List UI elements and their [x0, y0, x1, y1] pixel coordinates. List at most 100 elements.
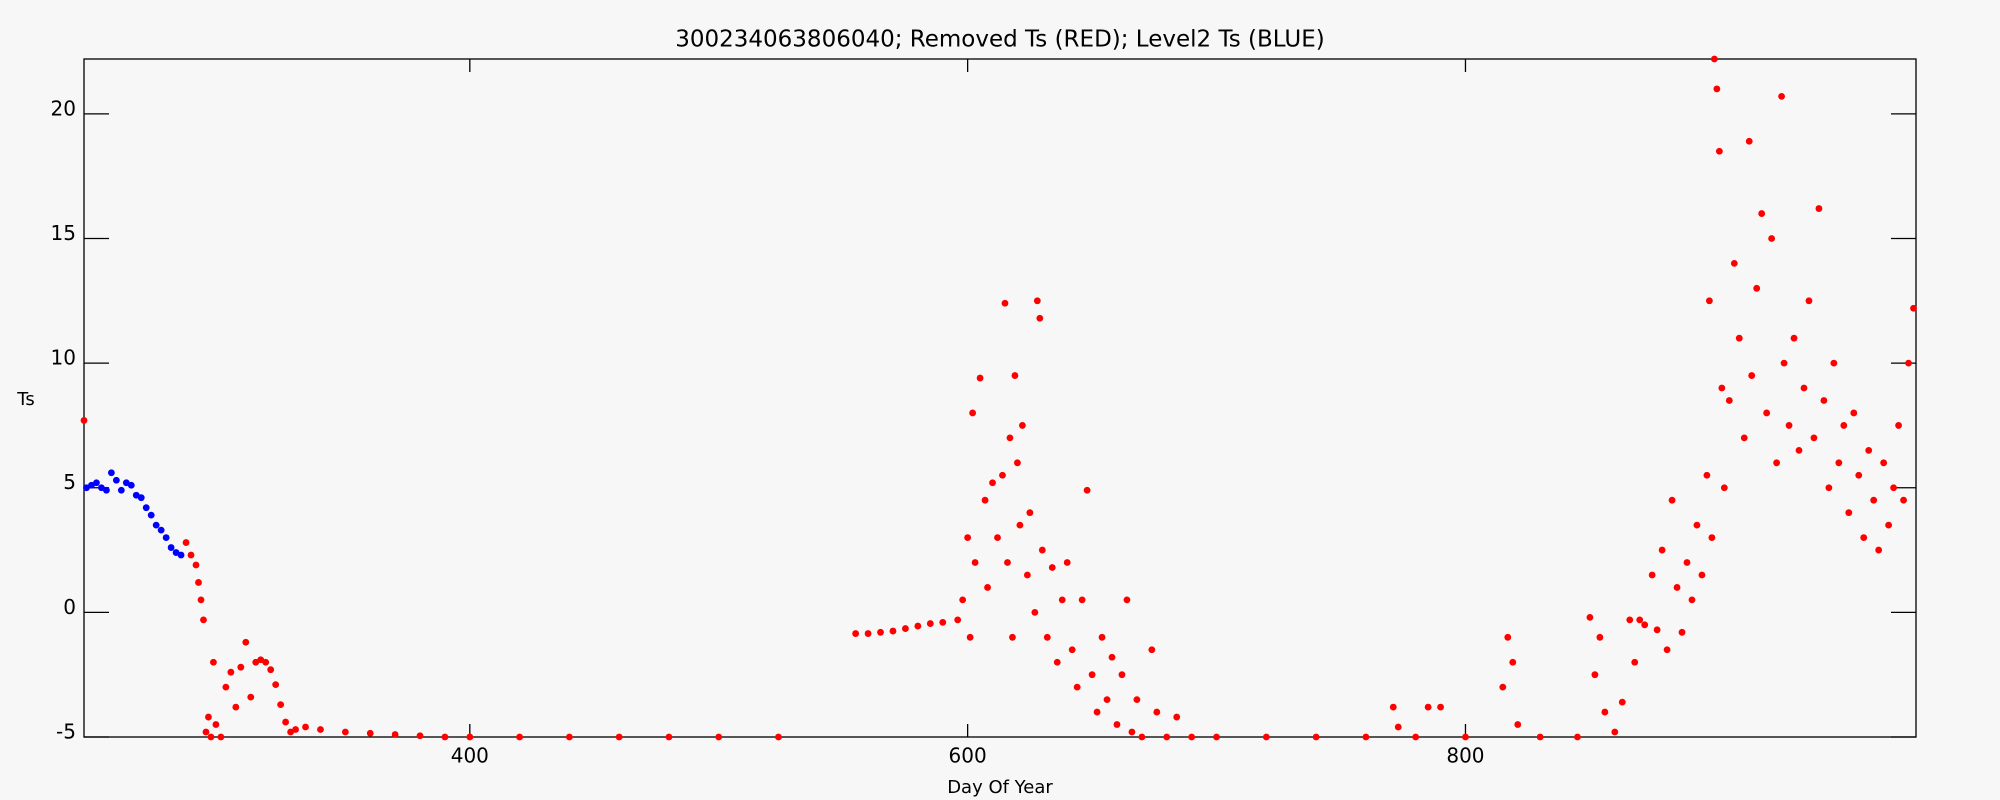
- data-point: [1153, 708, 1161, 716]
- data-point: [1088, 671, 1096, 679]
- data-point: [1019, 422, 1026, 429]
- data-point: [1880, 459, 1888, 467]
- data-point: [999, 471, 1006, 479]
- data-point: [959, 596, 967, 604]
- data-point: [117, 486, 125, 494]
- x-tick-label: 600: [949, 744, 987, 768]
- data-point: [1720, 484, 1728, 492]
- data-point: [939, 618, 947, 626]
- data-point: [1058, 596, 1066, 604]
- data-point: [565, 733, 573, 741]
- data-point: [1574, 733, 1581, 741]
- data-point: [152, 521, 160, 529]
- data-point: [1093, 708, 1101, 716]
- data-point: [1825, 484, 1833, 492]
- data-point: [1023, 571, 1031, 579]
- data-point: [1663, 646, 1671, 654]
- data-point: [137, 494, 145, 502]
- data-point: [93, 479, 100, 487]
- data-point: [1053, 658, 1061, 666]
- data-point: [391, 731, 399, 738]
- data-point: [1389, 703, 1397, 711]
- data-point: [227, 668, 235, 676]
- data-point: [1601, 708, 1609, 716]
- data-point: [1312, 733, 1320, 741]
- data-point: [1713, 85, 1721, 93]
- data-point: [302, 723, 309, 731]
- data-point: [1148, 646, 1156, 654]
- data-point: [1815, 205, 1823, 212]
- data-point: [1653, 626, 1661, 634]
- data-point: [1596, 633, 1604, 641]
- data-point: [277, 701, 285, 708]
- data-point: [1016, 521, 1024, 529]
- data-point: [926, 620, 934, 627]
- data-point: [192, 561, 200, 569]
- data-point: [1745, 137, 1753, 145]
- data-point: [1740, 434, 1748, 442]
- data-point: [1586, 613, 1594, 621]
- data-point: [976, 374, 984, 382]
- x-axis-label: Day Of Year: [947, 777, 1053, 798]
- data-point: [852, 630, 860, 637]
- data-point: [200, 616, 207, 624]
- data-point: [615, 733, 623, 741]
- data-point: [1006, 434, 1014, 442]
- data-point: [1063, 559, 1071, 566]
- data-point: [665, 733, 673, 741]
- x-tick-label: 400: [451, 744, 489, 768]
- data-point: [1688, 596, 1696, 604]
- data-point: [1900, 496, 1907, 504]
- data-point: [1499, 683, 1507, 691]
- data-point: [984, 584, 991, 591]
- data-point: [1394, 723, 1402, 731]
- data-point: [1504, 633, 1512, 641]
- data-point: [966, 633, 974, 641]
- data-point: [205, 713, 212, 721]
- data-point: [1026, 509, 1034, 517]
- data-point: [1036, 314, 1044, 322]
- data-point: [1698, 571, 1706, 579]
- data-point: [1138, 733, 1146, 741]
- data-point: [1708, 534, 1716, 541]
- data-point: [267, 666, 275, 674]
- data-point: [162, 534, 170, 541]
- data-point: [964, 534, 972, 541]
- data-point: [1073, 683, 1081, 691]
- data-point: [877, 628, 884, 636]
- data-point: [1636, 616, 1644, 624]
- data-point: [1641, 621, 1649, 629]
- y-tick-label: 20: [51, 96, 76, 120]
- data-point: [142, 504, 150, 512]
- data-point: [1865, 446, 1873, 454]
- data-point: [1703, 471, 1711, 479]
- data-point: [232, 703, 240, 711]
- data-point: [1098, 633, 1106, 641]
- data-point: [1845, 509, 1853, 517]
- data-point: [1631, 658, 1639, 666]
- data-point: [1009, 633, 1016, 641]
- x-tick-label: 800: [1446, 744, 1484, 768]
- data-point: [1810, 434, 1818, 442]
- data-point: [1113, 721, 1121, 728]
- data-point: [197, 596, 205, 604]
- data-point: [416, 732, 424, 740]
- data-point: [1855, 471, 1863, 479]
- data-point: [1083, 486, 1091, 494]
- data-point: [994, 534, 1001, 541]
- data-point: [989, 479, 996, 487]
- data-point: [112, 476, 120, 484]
- data-point: [1658, 546, 1666, 554]
- data-point: [889, 627, 897, 635]
- data-point: [282, 718, 290, 726]
- data-point: [954, 616, 962, 624]
- data-point: [1626, 616, 1634, 624]
- data-point: [1128, 728, 1136, 736]
- data-point: [1895, 422, 1902, 429]
- data-point: [1118, 671, 1126, 679]
- data-point: [202, 728, 210, 736]
- data-point: [187, 551, 195, 559]
- data-point: [1905, 359, 1912, 367]
